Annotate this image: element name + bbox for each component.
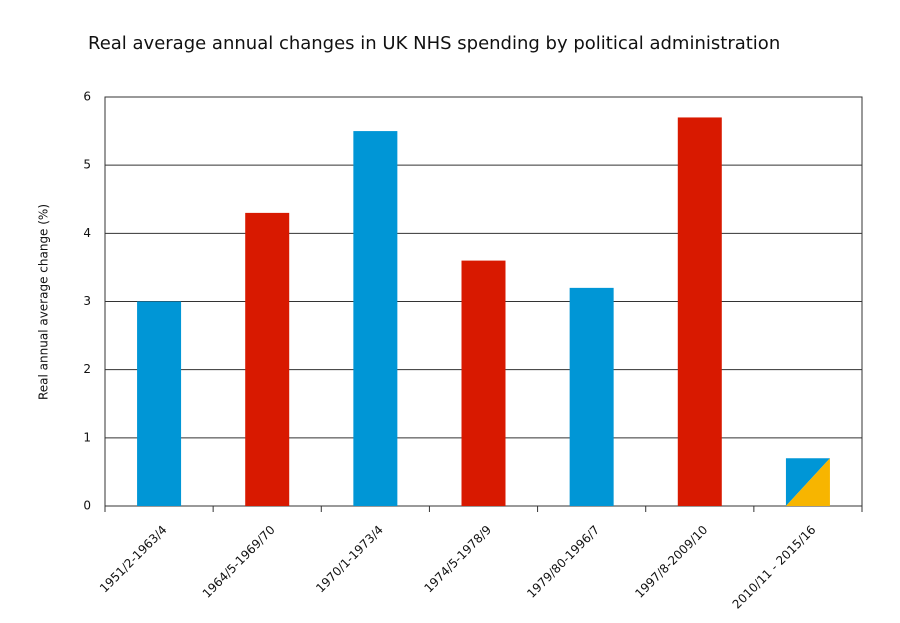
y-axis-label: Real annual average change (%) [37,204,51,400]
bar [137,301,182,506]
x-tick-label: 1951/2-1963/4 [97,523,170,596]
y-tick-label: 6 [83,90,91,104]
chart-title: Real average annual changes in UK NHS sp… [88,33,780,54]
y-tick-label: 1 [83,430,91,444]
x-tick-label: 1970/1-1973/4 [313,523,386,596]
x-tick-label: 1974/5-1978/9 [421,523,494,596]
y-tick-label: 4 [83,226,91,240]
y-tick-label: 2 [83,362,91,376]
bar-part [785,458,830,506]
x-tick-label: 1979/80-1996/7 [524,523,602,601]
x-tick-label: 1964/5-1969/70 [200,523,278,601]
y-tick-label: 0 [83,499,91,513]
x-tick-label: 1997/8-2009/10 [632,523,710,601]
y-tick-label: 3 [83,294,91,308]
x-tick-label: 2010/11 - 2015/16 [730,523,819,612]
y-tick-label: 5 [83,158,91,172]
bar [677,117,722,506]
bar [461,260,506,506]
bar [245,212,290,506]
bar [353,131,398,507]
bar [569,287,614,506]
